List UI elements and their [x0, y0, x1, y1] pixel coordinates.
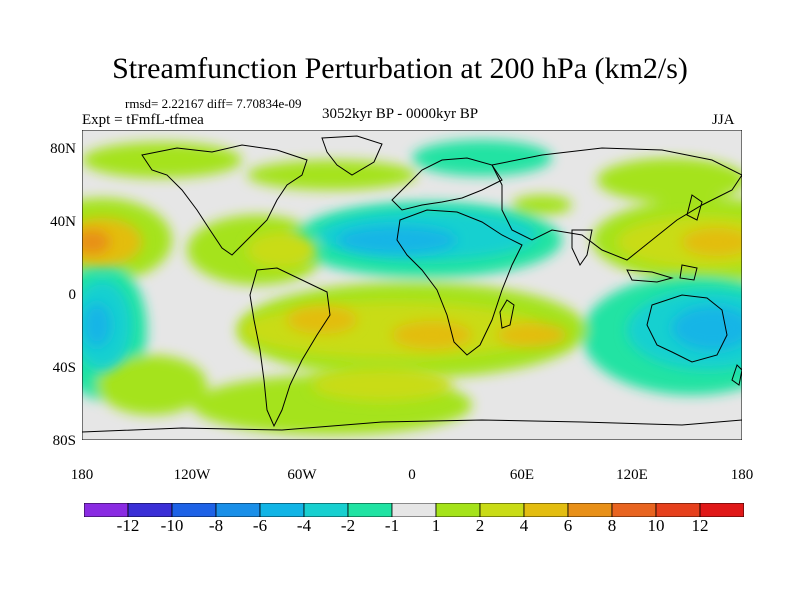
- lon-label-180w: 180: [70, 467, 94, 483]
- colorbar-swatch: [127, 503, 173, 517]
- colorbar-swatch: [655, 503, 701, 517]
- anomaly-peak: [83, 303, 111, 347]
- anomaly-region: [412, 140, 552, 176]
- lon-label-120w: 120W: [173, 467, 211, 483]
- colorbar: [84, 503, 744, 517]
- colorbar-swatch: [259, 503, 305, 517]
- anomaly-peak: [392, 321, 472, 349]
- coast-asia: [491, 147, 742, 261]
- coast-maritime: [626, 269, 674, 283]
- colorbar-swatch: [303, 503, 349, 517]
- coast-south-america: [249, 267, 331, 428]
- colorbar-swatch: [84, 503, 129, 517]
- anomaly-core: [312, 369, 452, 401]
- colorbar-label: -2: [340, 516, 356, 535]
- lat-label-40s: 40S: [52, 360, 76, 376]
- coast-japan: [686, 194, 703, 221]
- colorbar-label: 12: [691, 516, 709, 535]
- experiment-label: Expt = tFmfL-tfmea: [82, 112, 204, 128]
- coast-maritime: [679, 264, 698, 281]
- colorbar-swatch: [435, 503, 481, 517]
- streamfunction-map: [82, 130, 742, 440]
- colorbar-label: -6: [252, 516, 268, 535]
- anomaly-peak: [287, 306, 357, 334]
- colorbar-swatch: [699, 503, 744, 517]
- coastlines: [82, 135, 742, 433]
- lon-label-0: 0: [408, 467, 416, 483]
- anomaly-region: [82, 142, 242, 178]
- lon-label-60e: 60E: [509, 467, 535, 483]
- colorbar-label: 8: [607, 516, 617, 535]
- coast-africa: [396, 209, 523, 356]
- anomaly-region: [512, 195, 572, 215]
- colorbar-label: -4: [296, 516, 312, 535]
- rmsd-diff-stats: rmsd= 2.22167 diff= 7.70834e-09: [125, 96, 302, 111]
- lon-label-120e: 120E: [616, 467, 648, 483]
- lat-label-80n: 80N: [50, 141, 76, 157]
- colorbar-swatch: [215, 503, 261, 517]
- coast-india: [571, 229, 593, 266]
- colorbar-label: -12: [116, 516, 140, 535]
- anomaly-peak: [682, 228, 742, 256]
- anomaly-region: [247, 160, 417, 190]
- coast-north-america: [141, 144, 308, 256]
- coast-new-zealand: [731, 364, 742, 386]
- colorbar-label: 2: [475, 516, 485, 535]
- coast-antarctica: [82, 419, 742, 433]
- colorbar-swatch: [347, 503, 393, 517]
- period-label: 3052kyr BP - 0000kyr BP: [322, 106, 479, 122]
- anomaly-core: [247, 232, 317, 268]
- colorbar-swatch: [479, 503, 525, 517]
- lon-label-60w: 60W: [287, 467, 317, 483]
- anomaly-region: [97, 355, 207, 415]
- coast-greenland: [321, 135, 383, 176]
- colorbar-label: -8: [208, 516, 224, 535]
- colorbar-label: 6: [563, 516, 573, 535]
- coast-australia: [646, 294, 728, 363]
- coast-europe: [391, 157, 503, 211]
- colorbar-label: -1: [384, 516, 400, 535]
- colorbar-swatch: [523, 503, 569, 517]
- anomaly-core: [242, 302, 542, 358]
- anomaly-peak: [497, 323, 567, 347]
- lat-label-80s: 80S: [52, 433, 76, 449]
- lon-label-180e: 180: [730, 467, 754, 483]
- colorbar-swatch: [611, 503, 657, 517]
- lat-label-eq: 0: [68, 287, 77, 303]
- season-label: JJA: [712, 112, 735, 128]
- colorbar-label: 1: [431, 516, 441, 535]
- anomaly-core: [82, 218, 142, 266]
- colorbar-swatch: [391, 503, 437, 517]
- anomaly-peak: [82, 230, 110, 254]
- colorbar-label: 4: [519, 516, 529, 535]
- colorbar-swatch: [567, 503, 613, 517]
- colorbar-label: -10: [160, 516, 184, 535]
- lat-label-40n: 40N: [50, 214, 76, 230]
- anomaly-region: [597, 158, 742, 202]
- coast-madagascar: [499, 299, 515, 329]
- colorbar-label: 10: [647, 516, 665, 535]
- plot-title: Streamfunction Perturbation at 200 hPa (…: [112, 52, 688, 85]
- colorbar-swatch: [171, 503, 217, 517]
